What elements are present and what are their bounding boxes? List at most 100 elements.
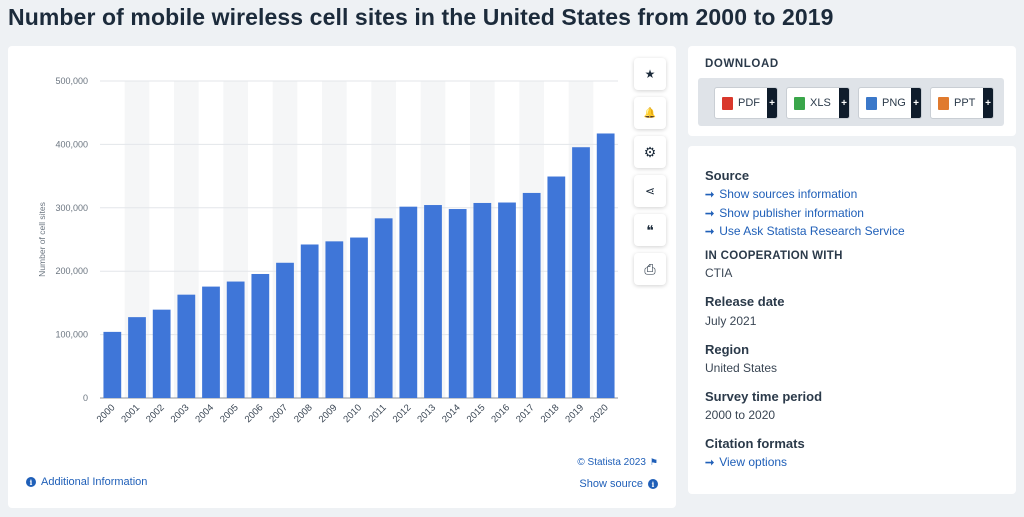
share-button[interactable]: ⋖ <box>634 175 666 207</box>
source-card: Source ➞ Show sources information ➞ Show p… <box>688 146 1016 494</box>
bar-2017[interactable] <box>522 192 541 398</box>
show-publisher-link[interactable]: ➞ Show publisher information <box>705 206 864 220</box>
notification-button[interactable]: 🔔 <box>634 97 666 129</box>
y-tick-label: 0 <box>83 393 88 403</box>
bar-2012[interactable] <box>399 206 418 398</box>
ask-statista-link[interactable]: ➞ Use Ask Statista Research Service <box>705 224 905 238</box>
info-icon: i <box>26 477 36 487</box>
x-tick-label: 2007 <box>267 402 290 425</box>
info-icon: i <box>648 479 658 489</box>
x-tick-label: 2011 <box>367 402 389 424</box>
download-xls-label: XLS <box>810 97 831 109</box>
bar-2003[interactable] <box>177 294 196 398</box>
bar-2019[interactable] <box>572 147 590 398</box>
bar-2014[interactable] <box>448 209 467 398</box>
x-tick-label: 2019 <box>563 402 586 425</box>
bar-2018[interactable] <box>547 176 566 398</box>
download-title: DOWNLOAD <box>705 58 779 70</box>
show-source-link[interactable]: Show source i <box>579 478 658 490</box>
copyright-link[interactable]: © Statista 2023 ⚑ <box>577 457 658 468</box>
bar-2000[interactable] <box>103 331 122 398</box>
print-button[interactable]: ⎙ <box>634 253 666 285</box>
additional-information-label: Additional Information <box>41 476 148 488</box>
bar-2013[interactable] <box>424 205 442 398</box>
settings-button[interactable]: ⚙ <box>634 136 666 168</box>
page-title: Number of mobile wireless cell sites in … <box>8 4 834 30</box>
additional-information-link[interactable]: i Additional Information <box>26 476 147 488</box>
citation-heading: Citation formats <box>705 436 805 451</box>
arrow-right-icon: ➞ <box>705 456 715 469</box>
bar-2010[interactable] <box>350 237 368 398</box>
gear-icon: ⚙ <box>643 143 657 160</box>
bar-2001[interactable] <box>128 317 146 398</box>
view-options-label: View options <box>719 455 788 469</box>
x-tick-label: 2015 <box>465 402 488 425</box>
view-options-link[interactable]: ➞ View options <box>705 455 787 469</box>
bar-2009[interactable] <box>325 241 344 398</box>
bar-2020[interactable] <box>596 133 615 398</box>
x-tick-label: 2013 <box>415 402 438 425</box>
download-card: DOWNLOAD PDF + XLS + PNG + PPT + <box>688 46 1016 136</box>
arrow-right-icon: ➞ <box>705 207 715 220</box>
ask-statista-label: Use Ask Statista Research Service <box>719 224 905 238</box>
quote-icon: ❝ <box>646 221 654 238</box>
bar-2008[interactable] <box>300 244 319 398</box>
x-tick-label: 2010 <box>341 402 364 425</box>
show-publisher-label: Show publisher information <box>719 206 864 220</box>
arrow-right-icon: ➞ <box>705 225 715 238</box>
download-pdf-button[interactable]: PDF + <box>714 87 778 119</box>
survey-period-heading: Survey time period <box>705 389 823 404</box>
copyright-text: © Statista 2023 <box>577 457 646 468</box>
y-tick-label: 100,000 <box>55 330 88 340</box>
bar-2002[interactable] <box>152 309 171 398</box>
x-tick-label: 2001 <box>119 402 142 425</box>
download-pdf-label: PDF <box>738 97 760 109</box>
flag-icon: ⚑ <box>649 457 658 467</box>
plus-icon: + <box>839 88 849 118</box>
x-tick-label: 2006 <box>243 402 266 425</box>
source-heading: Source <box>705 168 750 183</box>
download-png-button[interactable]: PNG + <box>858 87 922 119</box>
bar-2006[interactable] <box>251 273 270 398</box>
x-tick-label: 2005 <box>218 402 241 425</box>
x-tick-label: 2004 <box>193 402 216 425</box>
bar-2005[interactable] <box>226 281 245 398</box>
release-date-heading: Release date <box>705 294 785 309</box>
y-tick-label: 400,000 <box>55 139 88 149</box>
show-source-label: Show source <box>579 478 643 490</box>
show-sources-label: Show sources information <box>719 187 858 201</box>
bar-2007[interactable] <box>276 262 294 398</box>
print-icon: ⎙ <box>644 260 656 277</box>
cooperation-heading: IN COOPERATION WITH <box>705 250 843 262</box>
star-icon: ★ <box>644 67 656 81</box>
bar-2016[interactable] <box>498 202 516 398</box>
bar-2015[interactable] <box>473 202 492 398</box>
download-ppt-label: PPT <box>954 97 976 109</box>
cooperation-value: CTIA <box>705 266 733 280</box>
x-tick-label: 2002 <box>144 402 167 425</box>
bar-2004[interactable] <box>202 286 220 398</box>
x-tick-label: 2017 <box>514 402 537 425</box>
bar-2011[interactable] <box>374 218 393 398</box>
ppt-file-icon <box>938 96 949 110</box>
download-bar: PDF + XLS + PNG + PPT + <box>698 78 1004 126</box>
y-tick-label: 300,000 <box>55 203 88 213</box>
y-tick-label: 200,000 <box>55 266 88 276</box>
show-sources-link[interactable]: ➞ Show sources information <box>705 187 857 201</box>
x-tick-label: 2018 <box>539 402 562 425</box>
png-file-icon <box>866 96 877 110</box>
pdf-file-icon <box>722 96 733 110</box>
x-tick-label: 2008 <box>292 402 315 425</box>
release-date-value: July 2021 <box>705 314 757 328</box>
share-icon: ⋖ <box>644 184 656 198</box>
chart-card: 0 100,000 200,000 300,000 400,000 500,000 2000… <box>8 46 676 508</box>
bar-chart: 0 100,000 200,000 300,000 400,000 500,000 2000… <box>37 76 618 425</box>
plus-icon: + <box>983 88 993 118</box>
y-axis-label: Number of cell sites <box>37 202 47 277</box>
download-ppt-button[interactable]: PPT + <box>930 87 994 119</box>
favorite-button[interactable]: ★ <box>634 58 666 90</box>
download-xls-button[interactable]: XLS + <box>786 87 850 119</box>
plus-icon: + <box>767 88 777 118</box>
cite-button[interactable]: ❝ <box>634 214 666 246</box>
x-tick-label: 2014 <box>440 402 463 425</box>
